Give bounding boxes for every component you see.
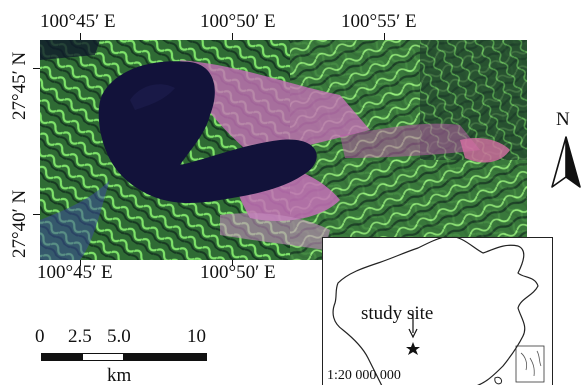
left-tick-2 xyxy=(33,214,40,215)
left-lat-label-2: 27°40′ N xyxy=(9,189,30,258)
top-lon-label-2: 100°50′ E xyxy=(200,11,276,32)
china-outline xyxy=(332,238,545,385)
inset-scale-text: 1:20 000 000 xyxy=(327,368,401,383)
satellite-map xyxy=(40,40,527,260)
left-tick-1 xyxy=(33,68,40,69)
scale-tick-0: 0 xyxy=(35,326,45,347)
north-arrow-icon xyxy=(551,136,581,188)
top-lon-label-1: 100°45′ E xyxy=(40,11,116,32)
bottom-lon-label-1: 100°45′ E xyxy=(37,262,113,283)
scale-bar-white-segment xyxy=(82,354,124,360)
scale-tick-5: 5.0 xyxy=(107,326,131,347)
study-site-label: study site xyxy=(361,303,434,324)
satellite-image xyxy=(40,40,527,260)
bottom-tick-1 xyxy=(80,260,81,266)
pink-basin-north xyxy=(180,60,370,158)
bottom-tick-2 xyxy=(232,260,233,266)
top-tick-1 xyxy=(80,33,81,40)
bottom-lon-label-2: 100°50′ E xyxy=(200,262,276,283)
scale-bar xyxy=(41,353,207,361)
scale-tick-10: 10 xyxy=(187,326,206,347)
pink-patch-south xyxy=(220,213,330,250)
top-tick-2 xyxy=(232,33,233,40)
blue-shoreline xyxy=(40,180,110,260)
top-tick-3 xyxy=(384,33,385,40)
inset-map: study site 1:20 000 000 xyxy=(322,237,553,385)
scale-tick-2-5: 2.5 xyxy=(68,326,92,347)
scale-unit: km xyxy=(107,365,132,386)
top-lon-label-3: 100°55′ E xyxy=(341,11,417,32)
study-site-star-icon xyxy=(406,342,420,355)
north-arrow-label: N xyxy=(556,109,570,130)
pink-patch-east xyxy=(460,138,510,163)
pink-valley xyxy=(340,123,480,158)
left-lat-label-1: 27°45′ N xyxy=(9,51,30,120)
